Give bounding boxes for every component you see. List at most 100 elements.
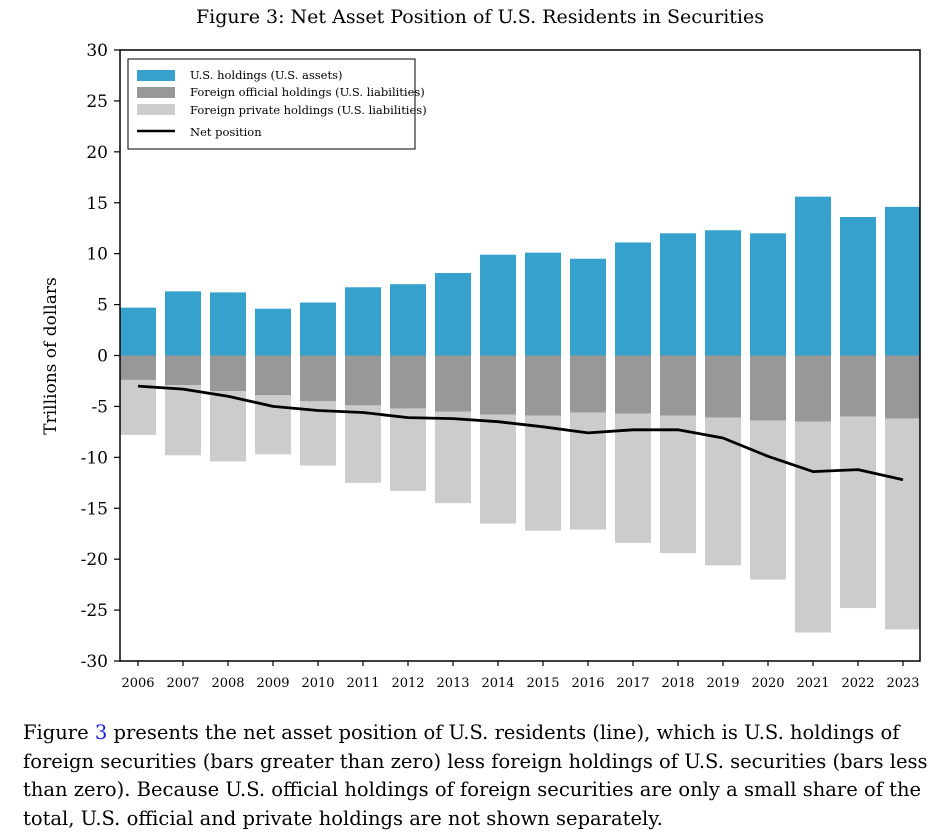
bar-foreign-private-2011	[345, 405, 381, 483]
bar-foreign-private-2008	[210, 391, 246, 462]
y-tick-label: 5	[97, 296, 108, 316]
bar-foreign-official-2006	[120, 355, 156, 380]
x-tick-label: 2010	[301, 676, 334, 691]
legend-label-us-holdings: U.S. holdings (U.S. assets)	[190, 68, 342, 82]
bar-foreign-official-2023	[885, 355, 920, 419]
y-tick-label: -20	[81, 550, 108, 570]
bars-group	[120, 196, 920, 633]
y-axis-label: Trillions of dollars	[41, 277, 61, 434]
bar-us-holdings-2015	[525, 252, 561, 356]
y-tick-label: -10	[81, 448, 108, 468]
bar-us-holdings-2022	[840, 217, 876, 356]
figure-title: Figure 3: Net Asset Position of U.S. Res…	[196, 6, 764, 28]
bar-foreign-private-2006	[120, 379, 156, 435]
x-tick-label: 2023	[886, 676, 919, 691]
bar-foreign-official-2021	[795, 355, 831, 422]
y-tick-label: -30	[81, 652, 108, 672]
y-tick-label: 20	[86, 143, 108, 163]
bar-foreign-official-2022	[840, 355, 876, 417]
bar-foreign-official-2017	[615, 355, 651, 414]
bar-foreign-official-2012	[390, 355, 426, 409]
x-tick-label: 2022	[841, 676, 874, 691]
y-tick-label: 25	[86, 92, 108, 112]
bar-us-holdings-2008	[210, 292, 246, 356]
bar-foreign-official-2015	[525, 355, 561, 416]
bar-us-holdings-2014	[480, 254, 516, 356]
y-tick-label: -15	[81, 499, 108, 519]
x-tick-label: 2016	[571, 676, 604, 691]
legend-swatch-foreign-private	[137, 104, 175, 115]
bar-us-holdings-2009	[255, 308, 291, 356]
x-tick-label: 2011	[346, 676, 379, 691]
x-tick-label: 2018	[661, 676, 694, 691]
x-axis: 2006 2007 2008 2009 2010 2011 2012 2013 2014 2015…	[121, 661, 920, 691]
figure-reference-link[interactable]: 3	[94, 721, 108, 744]
x-tick-label: 2012	[391, 676, 424, 691]
bar-foreign-official-2016	[570, 355, 606, 413]
bar-foreign-private-2021	[795, 421, 831, 633]
legend-label-foreign-private: Foreign private holdings (U.S. liabiliti…	[190, 103, 427, 117]
legend-swatch-foreign-official	[137, 87, 175, 98]
x-tick-label: 2019	[706, 676, 739, 691]
bar-us-holdings-2023	[885, 206, 920, 356]
y-axis: 30 25 20 15 10 5 0 -5 -10 -15 -20 -25 -30	[81, 41, 120, 672]
bar-foreign-official-2007	[165, 355, 201, 386]
bar-foreign-official-2013	[435, 355, 471, 412]
bar-foreign-private-2020	[750, 420, 786, 580]
bar-foreign-private-2018	[660, 415, 696, 554]
bar-us-holdings-2012	[390, 284, 426, 356]
bar-foreign-private-2013	[435, 411, 471, 504]
x-tick-label: 2007	[166, 676, 199, 691]
x-tick-label: 2014	[481, 676, 514, 691]
bar-us-holdings-2019	[705, 230, 741, 356]
bar-foreign-official-2020	[750, 355, 786, 421]
net-line-group	[137, 384, 904, 482]
caption-text: presents the net asset position of U.S. …	[23, 721, 928, 830]
y-tick-label: -5	[91, 397, 108, 417]
bar-foreign-official-2019	[705, 355, 741, 418]
bar-us-holdings-2016	[570, 258, 606, 356]
y-tick-label: 10	[86, 245, 108, 265]
caption-prefix: Figure	[23, 721, 95, 744]
bar-foreign-private-2017	[615, 413, 651, 543]
y-tick-label: -25	[81, 601, 108, 621]
legend: U.S. holdings (U.S. assets) Foreign offi…	[127, 58, 427, 150]
net-position-line	[137, 384, 904, 482]
bar-foreign-private-2019	[705, 417, 741, 566]
bar-foreign-private-2007	[165, 385, 201, 456]
legend-label-net-position: Net position	[190, 125, 262, 139]
bar-foreign-private-2014	[480, 414, 516, 524]
bar-us-holdings-2011	[345, 287, 381, 356]
x-tick-label: 2021	[796, 676, 829, 691]
x-tick-label: 2013	[436, 676, 469, 691]
bar-foreign-private-2023	[885, 418, 920, 630]
legend-box	[127, 58, 416, 150]
bar-foreign-private-2022	[840, 416, 876, 609]
legend-label-foreign-official: Foreign official holdings (U.S. liabilit…	[190, 85, 425, 99]
bar-foreign-official-2011	[345, 355, 381, 406]
bar-foreign-official-2008	[210, 355, 246, 392]
bar-us-holdings-2020	[750, 233, 786, 356]
caption: Figure 3 presents the net asset position…	[23, 719, 938, 833]
x-tick-label: 2020	[751, 676, 784, 691]
x-tick-label: 2009	[256, 676, 289, 691]
bar-us-holdings-2018	[660, 233, 696, 356]
x-tick-label: 2017	[616, 676, 649, 691]
bar-foreign-private-2012	[390, 408, 426, 491]
bar-us-holdings-2013	[435, 273, 471, 356]
bar-foreign-private-2015	[525, 415, 561, 531]
y-tick-label: 30	[86, 41, 108, 61]
bar-foreign-official-2014	[480, 355, 516, 415]
chart-svg: 30 25 20 15 10 5 0 -5 -10 -15 -20 -25 -30 2006 2007 20…	[41, 41, 921, 691]
legend-swatch-us-holdings	[137, 70, 175, 81]
y-tick-label: 15	[86, 194, 108, 214]
bar-foreign-official-2009	[255, 355, 291, 396]
bar-us-holdings-2006	[120, 307, 156, 356]
bar-foreign-official-2010	[300, 355, 336, 402]
y-tick-label: 0	[97, 347, 108, 367]
bar-us-holdings-2007	[165, 291, 201, 356]
x-tick-label: 2008	[211, 676, 244, 691]
bar-us-holdings-2017	[615, 242, 651, 356]
bar-foreign-official-2018	[660, 355, 696, 416]
x-tick-label: 2006	[121, 676, 154, 691]
